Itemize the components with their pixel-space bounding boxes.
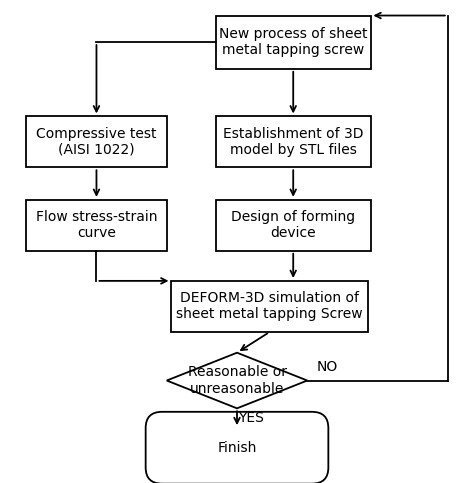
FancyBboxPatch shape [172, 281, 368, 332]
Text: YES: YES [238, 411, 264, 425]
Text: Design of forming
device: Design of forming device [231, 210, 356, 241]
Text: New process of sheet
metal tapping screw: New process of sheet metal tapping screw [219, 27, 367, 57]
FancyBboxPatch shape [146, 412, 328, 483]
FancyBboxPatch shape [26, 200, 167, 251]
FancyBboxPatch shape [26, 116, 167, 167]
Text: Finish: Finish [217, 440, 257, 455]
FancyBboxPatch shape [216, 200, 371, 251]
Text: Flow stress-strain
curve: Flow stress-strain curve [36, 210, 157, 241]
Polygon shape [167, 353, 307, 408]
FancyBboxPatch shape [216, 116, 371, 167]
Text: Compressive test
(AISI 1022): Compressive test (AISI 1022) [36, 127, 157, 157]
Text: Reasonable or
unreasonable: Reasonable or unreasonable [188, 366, 286, 396]
Text: NO: NO [317, 359, 338, 373]
Text: Establishment of 3D
model by STL files: Establishment of 3D model by STL files [223, 127, 364, 157]
Text: DEFORM-3D simulation of
sheet metal tapping Screw: DEFORM-3D simulation of sheet metal tapp… [176, 291, 363, 322]
FancyBboxPatch shape [216, 15, 371, 69]
